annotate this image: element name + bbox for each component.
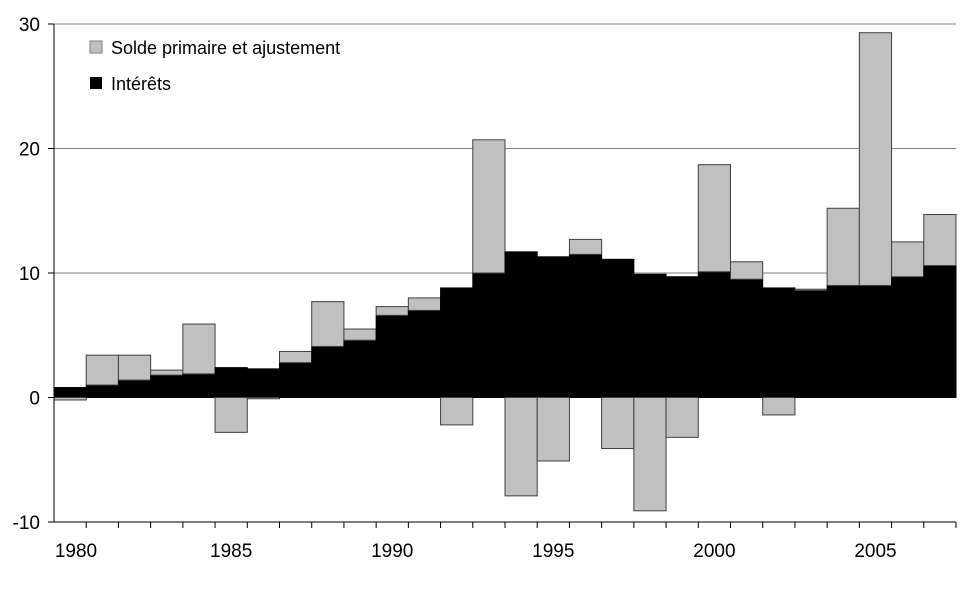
bar-interets-2003 [794, 289, 828, 398]
bar-solde-2003 [794, 288, 828, 291]
bar-interets-2001 [730, 278, 764, 399]
x-tick-label-1985: 1985 [210, 541, 252, 562]
bar-solde-1996 [568, 238, 603, 255]
bar-solde-1995 [536, 397, 570, 462]
y-tick-label-10: 10 [19, 264, 40, 285]
bar-interets-1983 [150, 374, 184, 398]
bar-interets-1996 [568, 253, 603, 398]
bar-solde-1985 [214, 397, 248, 433]
bar-interets-2002 [762, 287, 796, 398]
bar-solde-1993 [472, 139, 506, 274]
bar-interets-1997 [601, 258, 635, 398]
y-tick-label-30: 30 [19, 15, 40, 36]
bar-interets-1995 [536, 256, 570, 398]
bar-interets-2004 [826, 284, 860, 399]
bar-solde-1991 [407, 297, 442, 311]
bar-solde-1983 [150, 369, 184, 376]
bar-solde-2000 [697, 164, 731, 273]
bar-solde-2005 [858, 32, 893, 286]
bar-interets-1993 [472, 272, 506, 398]
bar-solde-1997 [601, 397, 635, 450]
bar-interets-1985 [214, 367, 248, 398]
bar-solde-2006 [891, 241, 925, 278]
bar-solde-1987 [279, 350, 313, 364]
bar-interets-2005 [858, 284, 893, 399]
bar-interets-1987 [279, 362, 313, 399]
bar-interets-1982 [117, 379, 152, 399]
bar-interets-1984 [182, 373, 216, 399]
bar-solde-2001 [730, 261, 764, 280]
x-tick-label-1980: 1980 [55, 541, 97, 562]
bar-interets-1992 [440, 287, 474, 398]
bar-solde-1992 [440, 397, 474, 426]
bar-interets-2000 [697, 271, 731, 399]
bar-solde-1994 [504, 397, 538, 497]
bar-solde-1989 [343, 328, 377, 341]
legend: Solde primaire et ajustement Intérêts [89, 38, 340, 94]
y-ticks: 30 20 10 0 -10 [13, 15, 54, 534]
bar-solde-2002 [762, 397, 796, 416]
bar-solde-1988 [311, 301, 345, 347]
bar-interets-1981 [85, 384, 119, 398]
bar-solde-1980 [53, 397, 87, 401]
bar-interets-2007 [923, 265, 957, 398]
bar-solde-1998 [633, 397, 667, 512]
bar-interets-1999 [665, 276, 699, 398]
bar-interets-1998 [633, 273, 667, 398]
bar-interets-1988 [311, 345, 345, 398]
bars [53, 32, 957, 512]
bar-interets-1991 [407, 309, 442, 399]
bar-interets-1990 [375, 314, 409, 398]
bar-solde-1990 [375, 306, 409, 316]
legend-label-solde: Solde primaire et ajustement [111, 38, 340, 58]
bar-interets-1989 [343, 339, 377, 399]
bar-solde-1981 [85, 354, 119, 386]
x-tick-label-2000: 2000 [693, 541, 735, 562]
bar-interets-1994 [504, 251, 538, 398]
bar-solde-1982 [117, 354, 152, 381]
legend-swatch-interets [90, 77, 102, 89]
x-tick-label-1995: 1995 [532, 541, 574, 562]
bar-solde-2007 [923, 213, 957, 267]
bar-interets-1986 [246, 368, 281, 398]
x-tick-label-2005: 2005 [854, 541, 896, 562]
bar-interets-2006 [891, 276, 925, 398]
bar-solde-1999 [665, 397, 699, 438]
bar-solde-2004 [826, 207, 860, 286]
x-tick-label-1990: 1990 [371, 541, 413, 562]
bar-interets-1980 [53, 387, 87, 399]
bar-solde-1986 [246, 397, 281, 400]
legend-label-interets: Intérêts [111, 74, 171, 94]
x-ticks: 1980 1985 1990 1995 2000 2005 [55, 522, 957, 562]
bar-solde-1984 [182, 323, 216, 375]
y-tick-label-0: 0 [29, 389, 40, 410]
y-tick-label--10: -10 [13, 513, 40, 534]
legend-swatch-solde [89, 40, 103, 54]
y-tick-label-20: 20 [19, 140, 40, 161]
